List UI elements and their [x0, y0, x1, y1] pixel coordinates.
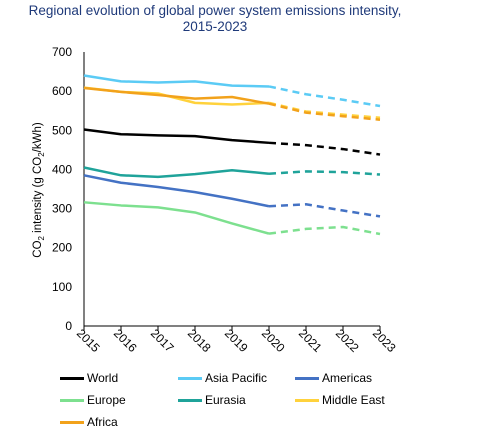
y-tick-label: 100 — [52, 280, 72, 294]
y-tick-label: 0 — [65, 319, 72, 333]
y-tick-label: 700 — [52, 45, 72, 59]
series-europe-actual — [83, 201, 270, 235]
y-tick-label: 600 — [52, 84, 72, 98]
y-tick-labels: 0 100 200 300 400 500 600 700 — [52, 45, 72, 333]
x-tick-label: 2016 — [111, 326, 140, 355]
series-asia-pacific-actual — [83, 74, 270, 88]
x-tick-label: 2018 — [185, 326, 214, 355]
y-label-part: /kWh) — [32, 122, 44, 152]
x-tick-label: 2021 — [296, 326, 325, 355]
y-label-part: intensity (g CO — [32, 157, 44, 236]
chart-title-line-2: 2015-2023 — [182, 19, 248, 34]
y-tick-label: 500 — [52, 123, 72, 137]
x-tick-label: 2019 — [222, 326, 251, 355]
series-world-actual — [83, 128, 270, 145]
x-tick-labels: 2015 2016 2017 2018 2019 2020 2021 2022 2023 — [74, 326, 399, 355]
x-tick-label: 2015 — [74, 326, 103, 355]
series-asia-pacific-projected — [268, 85, 381, 108]
y-label-subscript: 2 — [37, 235, 46, 240]
y-label-part: CO — [32, 240, 44, 257]
y-tick-label: 400 — [52, 162, 72, 176]
series-americas-projected — [268, 203, 381, 218]
series-africa-actual — [83, 86, 270, 105]
x-tick-label: 2022 — [333, 326, 362, 355]
chart-title: Regional evolution of global power syste… — [0, 3, 430, 35]
series-europe-projected — [268, 225, 381, 236]
series-americas-actual — [83, 174, 270, 208]
chart-title-line-1: Regional evolution of global power syste… — [28, 3, 402, 18]
x-tick-label: 2020 — [259, 326, 288, 355]
y-tick-label: 200 — [52, 241, 72, 255]
chart-axes — [83, 52, 381, 331]
series-eurasia-actual — [83, 166, 270, 179]
series-world-projected — [268, 141, 381, 156]
series-lines — [83, 74, 381, 236]
series-eurasia-projected — [268, 170, 381, 176]
y-tick-label: 300 — [52, 202, 72, 216]
x-tick-label: 2017 — [148, 326, 177, 355]
y-axis-label: CO2 intensity (g CO2/kWh) — [32, 122, 46, 258]
series-middle-east-projected — [268, 101, 381, 120]
y-label-subscript: 2 — [37, 152, 46, 157]
x-tick-label: 2023 — [370, 326, 399, 355]
